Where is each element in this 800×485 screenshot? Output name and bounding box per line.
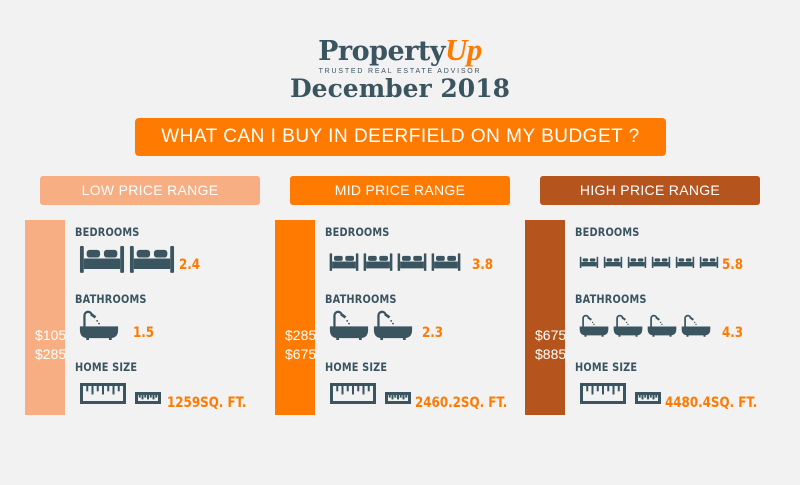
- bathtub-icon: [647, 314, 677, 337]
- bathrooms-label-low: BATHROOMS: [75, 292, 147, 306]
- range-label-high: HIGH PRICE RANGE: [540, 176, 760, 205]
- range-label-low: LOW PRICE RANGE: [40, 176, 260, 205]
- ruler-icon: [580, 383, 626, 404]
- ruler-icon: [635, 392, 661, 404]
- bathrooms-value-high: 4.3: [722, 325, 744, 341]
- bed-icons-high: [579, 256, 719, 268]
- bedrooms-value-high: 5.8: [722, 257, 744, 273]
- ruler-icon: [80, 383, 126, 404]
- bathtub-icon: [681, 314, 711, 337]
- bathrooms-value-mid: 2.3: [422, 325, 444, 341]
- bathrooms-value-low: 1.5: [133, 325, 155, 341]
- bed-icons-mid: [329, 252, 461, 271]
- bed-icon: [651, 256, 671, 268]
- ruler-icons-mid: [330, 383, 411, 404]
- bed-icon: [627, 256, 647, 268]
- bath-icons-high: [579, 314, 711, 337]
- bed-icons-low: [79, 244, 175, 273]
- bed-icon: [79, 244, 125, 273]
- price-clip-mask: [565, 322, 575, 368]
- bed-icon: [129, 244, 175, 273]
- price-clip-mask: [65, 322, 75, 368]
- price-bar-mid: [275, 220, 315, 415]
- home-size-value-mid: 2460.2SQ. FT.: [415, 395, 508, 411]
- bathtub-icon: [373, 310, 413, 340]
- price-clip-mask: [315, 322, 325, 368]
- bed-icon: [675, 256, 695, 268]
- ruler-icon: [135, 392, 161, 404]
- bed-icon: [579, 256, 599, 268]
- bed-icon: [603, 256, 623, 268]
- home-size-label-high: HOME SIZE: [575, 360, 638, 374]
- bedrooms-label-mid: BEDROOMS: [325, 225, 390, 239]
- home-size-value-low: 1259SQ. FT.: [167, 395, 247, 411]
- bathtub-icon: [79, 310, 119, 340]
- home-size-label-low: HOME SIZE: [75, 360, 138, 374]
- bedrooms-value-mid: 3.8: [472, 257, 494, 273]
- range-label-mid: MID PRICE RANGE: [290, 176, 510, 205]
- bathtub-icon: [329, 310, 369, 340]
- bed-icon: [329, 252, 359, 271]
- bed-icon: [363, 252, 393, 271]
- title-banner: WHAT CAN I BUY IN DEERFIELD ON MY BUDGET…: [135, 118, 666, 156]
- bedrooms-value-low: 2.4: [179, 257, 201, 273]
- bed-icon: [397, 252, 427, 271]
- ruler-icons-high: [580, 383, 661, 404]
- home-size-value-high: 4480.4SQ. FT.: [665, 395, 758, 411]
- brand-name-main: Property: [318, 36, 446, 67]
- brand-name-accent: Up: [445, 32, 482, 67]
- bed-icon: [699, 256, 719, 268]
- bath-icons-low: [79, 310, 119, 340]
- ruler-icons-low: [80, 383, 161, 404]
- bath-icons-mid: [329, 310, 413, 340]
- bedrooms-label-high: BEDROOMS: [575, 225, 640, 239]
- bedrooms-label-low: BEDROOMS: [75, 225, 140, 239]
- bathrooms-label-mid: BATHROOMS: [325, 292, 397, 306]
- brand-logo: PropertyUp: [0, 32, 800, 68]
- bed-icon: [431, 252, 461, 271]
- ruler-icon: [330, 383, 376, 404]
- bathtub-icon: [579, 314, 609, 337]
- page-date: December 2018: [289, 74, 510, 103]
- ruler-icon: [385, 392, 411, 404]
- price-bar-low: [25, 220, 65, 415]
- brand-tagline: TRUSTED REAL ESTATE ADVISOR: [318, 68, 482, 75]
- bathtub-icon: [613, 314, 643, 337]
- price-bar-high: [525, 220, 565, 415]
- home-size-label-mid: HOME SIZE: [325, 360, 388, 374]
- bathrooms-label-high: BATHROOMS: [575, 292, 647, 306]
